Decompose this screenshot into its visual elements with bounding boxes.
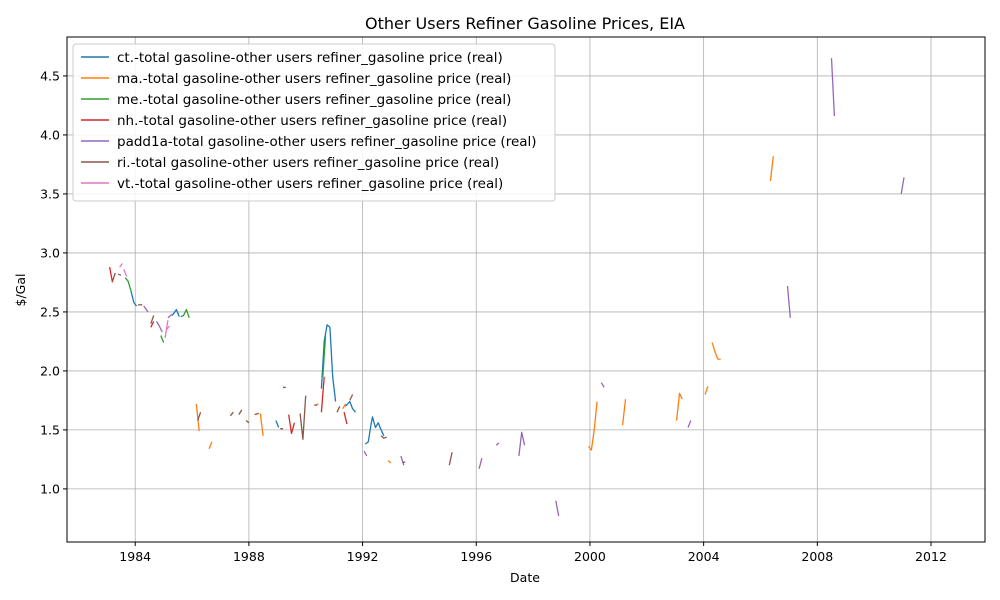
legend-label: ma.-total gasoline-other users refiner_g…: [117, 71, 511, 87]
series-1: [195, 156, 774, 464]
legend-label: padd1a-total gasoline-other users refine…: [117, 134, 537, 150]
series-line-segment: [299, 395, 307, 440]
series-line-segment: [495, 442, 500, 446]
x-axis-title: Date: [510, 570, 540, 585]
legend-label: me.-total gasoline-other users refiner_g…: [117, 92, 511, 108]
plot-frame: [66, 36, 986, 543]
tick-layer: 1984 1988 1992 1996 2000 2004 2008 2012 1.0 1.5 2.…: [40, 68, 947, 564]
chart-title: Other Users Refiner Gasoline Prices, EIA: [365, 14, 685, 33]
series-line-segment: [288, 414, 296, 435]
x-tick-label: 2000: [574, 549, 606, 564]
series-line-segment: [900, 177, 905, 195]
series-line-segment: [704, 386, 709, 395]
x-tick-label: 1992: [347, 549, 379, 564]
series-6: [119, 263, 170, 339]
series-line-segment: [124, 277, 132, 291]
y-tick-label: 4.0: [40, 127, 60, 142]
legend-label: vt.-total gasoline-other users refiner_g…: [117, 176, 503, 192]
x-tick-label: 1988: [233, 549, 265, 564]
series-layer: [108, 58, 905, 517]
series-line-segment: [165, 325, 170, 331]
y-tick-label: 1.5: [40, 422, 60, 437]
series-line-segment: [195, 403, 200, 432]
series-line-segment: [197, 411, 202, 421]
series-line-segment: [587, 401, 598, 451]
series-line-segment: [448, 452, 453, 466]
series-line-segment: [675, 392, 683, 421]
series-line-segment: [342, 403, 347, 410]
series-line-segment: [336, 406, 341, 413]
y-tick-label: 4.5: [40, 68, 60, 83]
series-line-segment: [320, 376, 325, 413]
x-tick-label: 2004: [688, 549, 720, 564]
series-line-segment: [108, 266, 114, 283]
series-line-segment: [621, 399, 627, 426]
series-line-segment: [208, 441, 213, 450]
series-line-segment: [711, 342, 721, 360]
y-tick-label: 2.0: [40, 363, 60, 378]
series-line-segment: [245, 419, 250, 424]
series-line-segment: [363, 450, 368, 457]
y-tick-label: 3.0: [40, 245, 60, 260]
series-line-segment: [180, 308, 190, 319]
series-line-segment: [119, 263, 123, 268]
series-line-segment: [769, 156, 774, 181]
legend-box: [72, 43, 556, 202]
legend-label: ct.-total gasoline-other users refiner_g…: [117, 50, 503, 66]
legend-label: nh.-total gasoline-other users refiner_g…: [117, 113, 507, 129]
legend-label: ri.-total gasoline-other users refiner_g…: [117, 155, 499, 171]
y-tick-label: 2.5: [40, 304, 60, 319]
y-tick-label: 3.5: [40, 186, 60, 201]
x-tick-label: 1984: [119, 549, 151, 564]
series-line-segment: [155, 321, 163, 333]
series-line-segment: [254, 412, 259, 416]
series-5: [111, 272, 453, 466]
series-4: [143, 58, 905, 517]
series-line-segment: [364, 416, 385, 445]
series-line-segment: [478, 458, 483, 469]
y-tick-label: 1.0: [40, 481, 60, 496]
series-line-segment: [786, 285, 791, 318]
series-line-segment: [259, 413, 264, 436]
series-0: [130, 290, 385, 445]
series-line-segment: [150, 315, 155, 324]
series-line-segment: [343, 412, 348, 425]
series-line-segment: [150, 321, 155, 328]
series-3: [108, 266, 348, 435]
x-tick-label: 1996: [460, 549, 492, 564]
series-line-segment: [349, 394, 354, 401]
series-line-segment: [275, 420, 280, 428]
series-line-segment: [400, 455, 405, 466]
series-line-segment: [229, 411, 234, 417]
x-tick-label: 2008: [801, 549, 833, 564]
series-line-segment: [143, 305, 149, 313]
series-line-segment: [830, 58, 836, 117]
series-line-segment: [160, 335, 165, 343]
series-line-segment: [320, 324, 337, 402]
series-line-segment: [600, 382, 605, 388]
series-line-segment: [380, 435, 387, 439]
series-line-segment: [130, 290, 138, 307]
series-line-segment: [171, 308, 180, 317]
series-line-segment: [345, 400, 357, 413]
series-line-segment: [387, 460, 392, 464]
series-line-segment: [402, 461, 406, 464]
series-line-segment: [123, 269, 128, 277]
legend: ct.-total gasoline-other users refiner_g…: [72, 43, 556, 202]
series-line-segment: [238, 409, 243, 415]
series-line-segment: [322, 335, 327, 377]
series-line-segment: [518, 431, 526, 456]
series-2: [124, 277, 327, 377]
y-axis-title: $/Gal: [13, 274, 28, 307]
series-line-segment: [167, 313, 173, 319]
series-line-segment: [111, 272, 116, 282]
series-line-segment: [117, 273, 122, 276]
series-line-segment: [555, 500, 560, 517]
series-line-segment: [687, 420, 692, 428]
x-tick-label: 2012: [915, 549, 947, 564]
